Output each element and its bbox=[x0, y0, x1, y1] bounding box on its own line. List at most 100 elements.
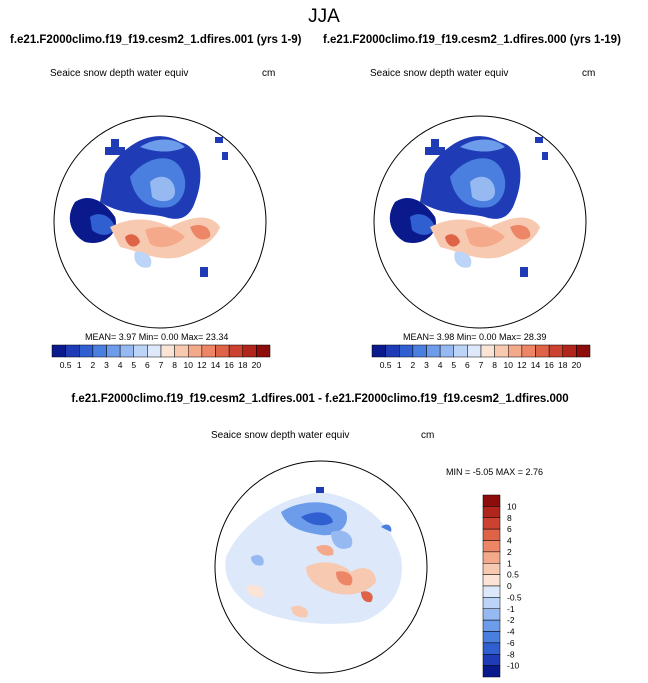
left-colorbar-tick: 14 bbox=[211, 360, 221, 370]
right-colorbar-swatch bbox=[576, 344, 591, 358]
diff-colorbar-tick: -0.5 bbox=[507, 592, 522, 602]
right-colorbar-swatch bbox=[426, 344, 441, 358]
right-colorbar-tick: 8 bbox=[492, 360, 497, 370]
right-colorbar: 0.5 1 2 3 4 5 6 7 8 10 12 14 16 18 20 bbox=[371, 344, 591, 370]
left-colorbar-tick: 18 bbox=[238, 360, 248, 370]
diff-colorbar-tick: 4 bbox=[507, 536, 512, 546]
left-colorbar: 0.5 1 2 3 4 5 6 7 8 10 12 14 16 18 20 bbox=[51, 344, 271, 370]
left-colorbar-swatch bbox=[51, 344, 66, 358]
diff-colorbar-swatch bbox=[482, 517, 501, 530]
right-colorbar-swatch bbox=[562, 344, 577, 358]
diff-map-boundary bbox=[214, 460, 428, 674]
right-colorbar-tick: 1 bbox=[397, 360, 402, 370]
right-sea-ice-field bbox=[389, 136, 548, 277]
left-colorbar-tick: 0.5 bbox=[60, 360, 72, 370]
left-colorbar-swatch bbox=[215, 344, 230, 358]
right-colorbar-tick: 12 bbox=[517, 360, 527, 370]
right-colorbar-tick: 18 bbox=[558, 360, 568, 370]
diff-variable-label: Seaice snow depth water equiv bbox=[211, 430, 349, 441]
left-colorbar-swatch bbox=[79, 344, 94, 358]
left-colorbar-swatch bbox=[92, 344, 107, 358]
left-colorbar-swatch bbox=[201, 344, 216, 358]
diff-colorbar-swatch bbox=[482, 619, 501, 632]
diff-colorbar-tick: -6 bbox=[507, 638, 515, 648]
left-colorbar-swatch bbox=[228, 344, 243, 358]
right-colorbar-swatch bbox=[508, 344, 523, 358]
diff-stats-text: MIN = -5.05 MAX = 2.76 bbox=[446, 467, 543, 477]
left-colorbar-tick: 20 bbox=[252, 360, 262, 370]
right-colorbar-swatch bbox=[385, 344, 400, 358]
diff-colorbar-tick: -4 bbox=[507, 627, 515, 637]
right-colorbar-swatch bbox=[467, 344, 482, 358]
right-colorbar-tick: 16 bbox=[544, 360, 554, 370]
left-colorbar-swatch bbox=[147, 344, 162, 358]
left-colorbar-swatch bbox=[133, 344, 148, 358]
right-colorbar-tick: 7 bbox=[479, 360, 484, 370]
left-colorbar-tick: 3 bbox=[104, 360, 109, 370]
right-variable-label: Seaice snow depth water equiv bbox=[370, 68, 508, 79]
right-colorbar-swatch bbox=[399, 344, 414, 358]
panel-left: Seaice snow depth water equiv cm bbox=[50, 68, 275, 370]
diff-colorbar-swatch bbox=[482, 563, 501, 575]
diff-colorbar-tick: 8 bbox=[507, 513, 512, 523]
panel-right: Seaice snow depth water equiv cm bbox=[370, 68, 595, 370]
diff-colorbar-swatch bbox=[482, 494, 501, 507]
diff-colorbar-tick: -1 bbox=[507, 604, 515, 614]
left-colorbar-swatch bbox=[65, 344, 80, 358]
diff-colorbar-swatch bbox=[482, 631, 501, 644]
left-stats-text: MEAN= 3.97 Min= 0.00 Max= 23.34 bbox=[85, 332, 228, 342]
right-colorbar-tick: 2 bbox=[411, 360, 416, 370]
right-colorbar-tick: 4 bbox=[438, 360, 443, 370]
diff-colorbar-swatch bbox=[482, 551, 501, 564]
diff-colorbar-swatch bbox=[482, 585, 501, 598]
left-colorbar-swatch bbox=[174, 344, 189, 358]
left-colorbar-tick: 4 bbox=[118, 360, 123, 370]
diff-colorbar-tick: -10 bbox=[507, 661, 520, 671]
left-colorbar-tick: 10 bbox=[184, 360, 194, 370]
right-colorbar-tick: 5 bbox=[451, 360, 456, 370]
right-colorbar-swatch bbox=[439, 344, 454, 358]
diff-colorbar-tick: -2 bbox=[507, 615, 515, 625]
right-colorbar-tick: 3 bbox=[424, 360, 429, 370]
right-colorbar-tick: 14 bbox=[531, 360, 541, 370]
panel-difference: Seaice snow depth water equiv cm MIN = -… bbox=[211, 430, 543, 678]
diff-colorbar-swatch bbox=[482, 540, 501, 553]
right-colorbar-swatch bbox=[453, 344, 468, 358]
right-colorbar-swatch bbox=[494, 344, 509, 358]
right-colorbar-swatch bbox=[521, 344, 536, 358]
left-colorbar-tick: 8 bbox=[172, 360, 177, 370]
left-colorbar-swatch bbox=[160, 344, 175, 358]
right-colorbar-swatch bbox=[548, 344, 563, 358]
diff-colorbar-tick: 2 bbox=[507, 547, 512, 557]
diff-colorbar-swatch bbox=[482, 654, 501, 666]
left-colorbar-swatch bbox=[119, 344, 134, 358]
right-colorbar-swatch bbox=[412, 344, 427, 358]
left-colorbar-tick: 7 bbox=[159, 360, 164, 370]
left-colorbar-swatch bbox=[188, 344, 203, 358]
left-colorbar-tick: 2 bbox=[91, 360, 96, 370]
page-title: JJA bbox=[308, 6, 340, 27]
left-units-label: cm bbox=[262, 68, 275, 79]
right-map-boundary bbox=[373, 115, 587, 329]
diff-colorbar-tick: 6 bbox=[507, 524, 512, 534]
diff-colorbar-tick: 10 bbox=[507, 501, 517, 511]
right-colorbar-swatch bbox=[371, 344, 386, 358]
diff-colorbar-tick: 0.5 bbox=[507, 570, 519, 580]
diff-colorbar: 10 86 421 0.50-0.5 -1-2 -4-6-8 -10 bbox=[482, 494, 522, 678]
diff-colorbar-swatch bbox=[482, 506, 501, 518]
left-colorbar-swatch bbox=[242, 344, 257, 358]
left-colorbar-swatch bbox=[256, 344, 271, 358]
diff-colorbar-swatch bbox=[482, 528, 501, 541]
diff-colorbar-swatch bbox=[482, 574, 501, 587]
diff-colorbar-tick: 0 bbox=[507, 581, 512, 591]
left-sea-ice-field bbox=[69, 136, 228, 277]
right-stats-text: MEAN= 3.98 Min= 0.00 Max= 28.39 bbox=[403, 332, 546, 342]
right-panel-title: f.e21.F2000climo.f19_f19.cesm2_1.dfires.… bbox=[323, 34, 621, 46]
left-map-boundary bbox=[53, 115, 267, 329]
diff-colorbar-swatch bbox=[482, 642, 501, 655]
right-colorbar-tick: 6 bbox=[465, 360, 470, 370]
right-colorbar-swatch bbox=[535, 344, 550, 358]
left-colorbar-swatch bbox=[106, 344, 121, 358]
right-colorbar-tick: 20 bbox=[572, 360, 582, 370]
